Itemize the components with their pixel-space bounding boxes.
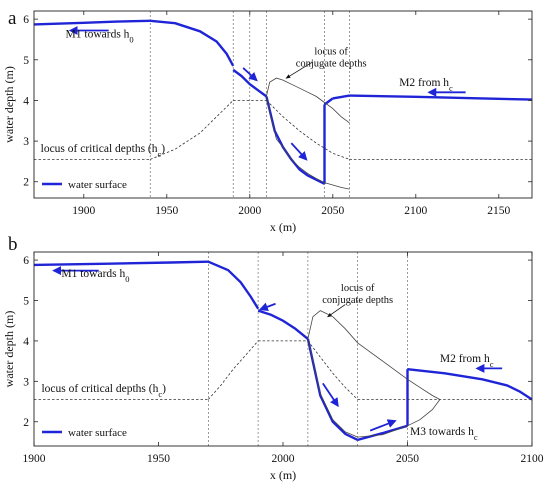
panel-a-x-tick-label: 2100	[404, 205, 427, 217]
panel-b-legend-label: water surface	[68, 427, 127, 439]
panel-a-y-tick-label: 4	[23, 95, 29, 107]
panel-a-series-line	[33, 19, 151, 26]
panel-a-label: a	[8, 8, 17, 29]
panel-b-callout-arrow	[327, 304, 346, 318]
panel-b-y-axis-label: water depth (m)	[2, 311, 16, 388]
panel-a-series-line	[266, 77, 350, 124]
panel-b-series-line	[207, 260, 260, 310]
panel-b-series-line	[307, 340, 358, 400]
panel-a-series-line	[150, 19, 235, 67]
panel-a-series-line	[332, 94, 350, 100]
panel-b-annotation-text: locus of critical depths (hc)	[41, 383, 166, 399]
panel-a-x-tick-label: 2050	[321, 205, 344, 217]
panel-b-x-tick-label: 1950	[147, 453, 170, 465]
panel-b-series-line	[307, 338, 441, 438]
panel-b-flow-arrow	[369, 419, 397, 432]
panel-b-series-line	[306, 338, 359, 441]
panel-b-series-line	[357, 424, 408, 442]
panel-a-y-tick-label: 2	[23, 177, 29, 189]
panel-b-y-tick-label: 3	[23, 376, 29, 388]
panel-a-flow-arrow	[242, 67, 258, 82]
panel-a-y-axis-label: water depth (m)	[2, 66, 16, 143]
panel-b-flow-arrow	[322, 382, 339, 408]
panel-a-x-tick-label: 2150	[487, 205, 510, 217]
panel-a-series-line	[150, 100, 234, 160]
panel-a-series-line	[266, 100, 350, 160]
panel-b-x-axis-label: x (m)	[270, 468, 296, 482]
panel-a-annotation-text: M1 towards h0	[66, 28, 134, 44]
panel-a-flow-arrow	[290, 142, 308, 161]
panel-a-callout-arrow	[285, 61, 314, 79]
panel-a-annotation-text: locus of critical depths (hc)	[41, 143, 166, 159]
panel-b-x-tick-label: 1900	[23, 453, 46, 465]
panel-b-x-tick-label: 2050	[396, 453, 419, 465]
panel-b-x-tick-label: 2100	[521, 453, 544, 465]
panel-a-series-line	[232, 68, 268, 98]
panel-b-annotation-text: conjugate depths	[322, 295, 393, 306]
panel-a-series-line	[349, 94, 533, 101]
panel-b-plot-frame	[33, 251, 533, 447]
panel-a-y-tick-label: 6	[23, 14, 29, 26]
panel-a-annotation-text: locus of	[314, 46, 348, 57]
panel-b-label: b	[8, 234, 18, 255]
panel-b-y-tick-label: 5	[23, 296, 29, 308]
panel-b-annotation-text: M1 towards h0	[61, 268, 129, 284]
panel-b-y-tick-label: 6	[23, 255, 29, 267]
panel-a-x-tick-label: 1900	[72, 205, 95, 217]
panel-a-plot-frame	[33, 10, 533, 199]
panel-a-y-tick-label: 5	[23, 55, 29, 67]
panel-b-series-line	[407, 368, 533, 401]
panel-a-legend-label: water surface	[68, 179, 127, 191]
panel-b-series-line	[208, 340, 259, 400]
panel-b-series-line	[307, 310, 441, 400]
panel-b-annotation-text: locus of	[341, 283, 375, 294]
panel-b-y-tick-label: 2	[23, 417, 29, 429]
panel-b-x-tick-label: 2000	[272, 453, 295, 465]
panel-a-x-axis-label: x (m)	[270, 220, 296, 234]
panel-b-annotation-text: M2 from hc	[440, 353, 494, 369]
panel-a-series-line	[266, 96, 350, 190]
panel-a-x-tick-label: 1950	[155, 205, 178, 217]
panel-a-annotation-text: conjugate depths	[296, 58, 367, 69]
panel-a-y-tick-label: 3	[23, 136, 29, 148]
panel-b-y-tick-label: 4	[23, 336, 29, 348]
panel-a-annotation-text: M2 from hc	[399, 77, 453, 93]
panel-b-annotation-text: M3 towards hc	[410, 426, 478, 442]
panel-a-x-tick-label: 2000	[238, 205, 261, 217]
panel-a-series-line	[265, 96, 326, 185]
panel-b-series-line	[33, 260, 209, 267]
panel-b-series-line	[257, 309, 309, 340]
panel-b-flow-arrow	[258, 302, 276, 312]
